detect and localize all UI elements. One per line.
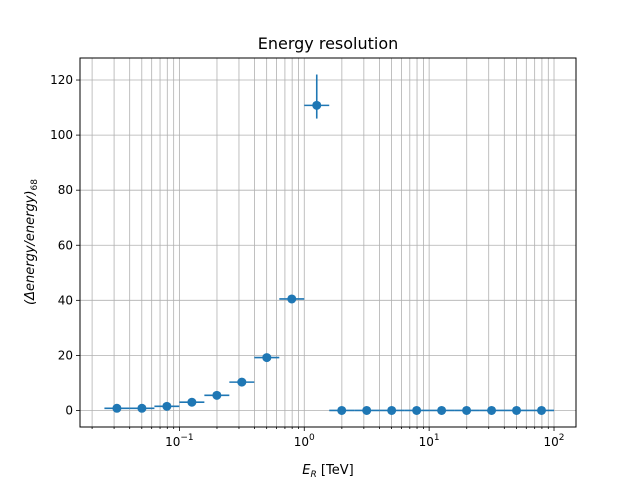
- y-tick-label: 60: [58, 238, 73, 252]
- plot-frame: [79, 57, 577, 428]
- y-tick-labels: 0 20 40 60 80 100 120: [50, 73, 73, 417]
- y-tick-label: 100: [50, 128, 73, 142]
- x-tick-label-exponent: 1: [434, 433, 440, 443]
- data-point: [537, 405, 547, 415]
- y-tick-label: 0: [65, 403, 73, 417]
- x-tick-label: 100: [294, 433, 315, 449]
- x-axis-label: ER [TeV]: [302, 463, 353, 480]
- y-tick-label: 40: [58, 293, 73, 307]
- x-axis-label-sub: R: [311, 470, 317, 480]
- data-point: [462, 405, 472, 415]
- data-points: [104, 74, 555, 415]
- x-tick-labels: 10−1 100 101 102: [165, 433, 564, 449]
- x-tick-label-exponent: 0: [309, 433, 315, 443]
- chart-title: Energy resolution: [258, 34, 399, 53]
- data-point: [112, 403, 122, 413]
- x-axis-label-unit: [TeV]: [317, 463, 354, 478]
- x-axis-label-var: E: [302, 463, 311, 478]
- data-point: [487, 405, 497, 415]
- data-point: [512, 405, 522, 415]
- data-point: [287, 294, 297, 304]
- data-point: [137, 403, 147, 413]
- axis-ticks: [76, 79, 555, 431]
- data-point: [337, 405, 347, 415]
- x-tick-label: 102: [544, 433, 565, 449]
- grid: [80, 58, 576, 427]
- x-tick-label-exponent: −1: [180, 433, 193, 443]
- x-tick-label-base: 10: [294, 435, 309, 449]
- data-point: [237, 377, 247, 387]
- y-tick-label: 120: [50, 73, 73, 87]
- y-tick-label: 20: [58, 348, 73, 362]
- data-point: [187, 397, 197, 407]
- x-tick-label-exponent: 2: [559, 433, 565, 443]
- data-point: [362, 405, 372, 415]
- x-tick-label-base: 10: [165, 435, 180, 449]
- x-tick-label: 10−1: [165, 433, 194, 449]
- data-point: [412, 405, 422, 415]
- data-point: [312, 100, 322, 110]
- data-point: [437, 405, 447, 415]
- data-point: [262, 353, 272, 363]
- data-point: [162, 401, 172, 411]
- x-tick-label-base: 10: [419, 435, 434, 449]
- data-point: [387, 405, 397, 415]
- x-tick-label: 101: [419, 433, 440, 449]
- data-point: [212, 390, 222, 400]
- y-tick-label: 80: [58, 183, 73, 197]
- y-axis-label-main: (Δenergy/energy): [23, 190, 38, 304]
- x-tick-label-base: 10: [544, 435, 559, 449]
- y-axis-label: (Δenergy/energy)68: [23, 179, 40, 305]
- y-axis-label-sub: 68: [30, 179, 40, 191]
